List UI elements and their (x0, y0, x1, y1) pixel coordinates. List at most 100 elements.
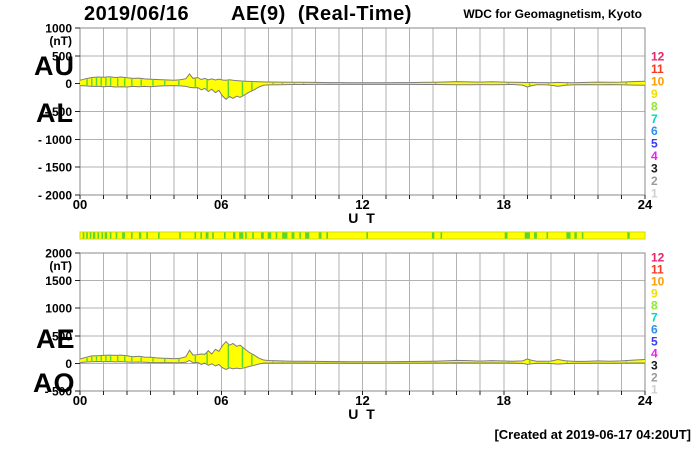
availability-green-mark (326, 232, 328, 239)
y-tick-label: - 500 (45, 385, 73, 399)
plot-date: 2019/06/16 (84, 3, 190, 25)
availability-green-mark (146, 232, 148, 239)
station-count-2: 2 (651, 174, 658, 188)
station-count-8: 8 (651, 299, 658, 313)
y-tick-label: 1000 (45, 22, 72, 36)
availability-green-mark (440, 232, 443, 239)
availability-green-mark (131, 232, 133, 239)
x-tick-label: 18 (497, 197, 511, 212)
availability-green-mark (89, 232, 92, 239)
station-count-4: 4 (651, 347, 658, 361)
label-al: AL (36, 98, 74, 128)
availability-green-mark (115, 232, 118, 239)
availability-green-mark (627, 232, 630, 239)
station-count-4: 4 (651, 149, 658, 163)
station-count-8: 8 (651, 99, 658, 113)
x-tick-label: 24 (638, 393, 653, 408)
station-count-2: 2 (651, 371, 658, 385)
availability-green-mark (239, 232, 244, 239)
availability-green-mark (205, 232, 209, 239)
x-axis-label: U T (348, 210, 377, 226)
availability-green-mark (97, 232, 100, 239)
station-count-9: 9 (651, 287, 658, 301)
availability-green-mark (524, 232, 530, 239)
station-count-10: 10 (651, 275, 665, 289)
availability-green-mark (109, 232, 112, 239)
y-tick-label: 500 (52, 49, 72, 63)
ae-trace (79, 340, 646, 363)
x-tick-label: 12 (355, 393, 369, 408)
x-tick-label: 24 (638, 197, 653, 212)
availability-green-mark (194, 232, 197, 239)
station-count-9: 9 (651, 87, 658, 101)
label-au: AU (34, 51, 75, 81)
availability-green-mark (233, 232, 236, 239)
availability-green-mark (291, 232, 295, 239)
label-ae: AE (36, 324, 76, 354)
availability-green-mark (261, 232, 264, 239)
station-count-5: 5 (651, 137, 658, 151)
availability-green-mark (104, 232, 108, 239)
station-count-7: 7 (651, 112, 658, 126)
availability-green-mark (158, 232, 160, 239)
au-trace (79, 73, 646, 84)
availability-green-mark (101, 232, 104, 239)
availability-green-mark (179, 232, 181, 239)
availability-green-mark (534, 232, 537, 239)
station-count-7: 7 (651, 311, 658, 325)
ao-trace (79, 359, 645, 371)
station-count-3: 3 (651, 359, 658, 373)
y-tick-label: - 500 (45, 105, 73, 119)
x-tick-label: 18 (497, 393, 511, 408)
availability-green-mark (431, 232, 435, 239)
y-tick-label: - 2000 (38, 189, 72, 203)
data-availability-bar (79, 231, 646, 240)
al-trace (79, 83, 646, 100)
availability-green-mark (138, 232, 142, 239)
wdc-credit: WDC for Geomagnetism, Kyoto (463, 7, 642, 21)
station-count-6: 6 (651, 124, 658, 138)
availability-green-mark (267, 232, 272, 239)
availability-green-mark (574, 232, 577, 239)
availability-green-mark (366, 232, 368, 239)
y-axis-unit: (nT) (49, 259, 72, 273)
availability-green-mark (86, 232, 88, 239)
x-axis-label: U T (348, 406, 377, 422)
y-tick-label: 0 (65, 357, 72, 371)
availability-green-mark (212, 232, 214, 239)
y-tick-label: 1000 (45, 302, 72, 316)
availability-green-mark (200, 232, 202, 239)
availability-green-mark (282, 232, 288, 239)
label-ao: AO (33, 368, 76, 398)
station-count-12: 12 (651, 50, 665, 64)
availability-green-mark (318, 232, 322, 239)
y-tick-label: - 1000 (38, 133, 72, 147)
y-tick-label: - 1500 (38, 161, 72, 175)
availability-green-mark (82, 232, 85, 239)
au-al-panel: 1000 500 0 - 500 - 1000 - 1500 - 2000 (nT) 00 06 1… (38, 22, 665, 227)
availability-green-mark (275, 232, 278, 239)
station-count-10: 10 (651, 74, 665, 88)
availability-green-mark (299, 232, 301, 239)
station-count-5: 5 (651, 335, 658, 349)
availability-green-mark (546, 232, 549, 239)
availability-green-mark (252, 232, 254, 239)
plot-title: AE(9) (Real-Time) (231, 3, 412, 25)
station-count-12: 12 (651, 251, 665, 265)
station-count-11: 11 (651, 263, 664, 277)
y-tick-label: 2000 (45, 247, 72, 261)
y-axis-unit: (nT) (49, 34, 72, 48)
availability-strip (79, 231, 646, 240)
x-tick-label: 00 (73, 197, 87, 212)
x-tick-label: 12 (355, 197, 369, 212)
station-count-3: 3 (651, 162, 658, 176)
availability-green-mark (504, 232, 508, 239)
x-tick-label: 00 (73, 393, 87, 408)
availability-green-mark (224, 232, 226, 239)
station-count-1: 1 (651, 186, 658, 200)
availability-green-mark (581, 232, 584, 239)
station-count-11: 11 (651, 62, 664, 76)
